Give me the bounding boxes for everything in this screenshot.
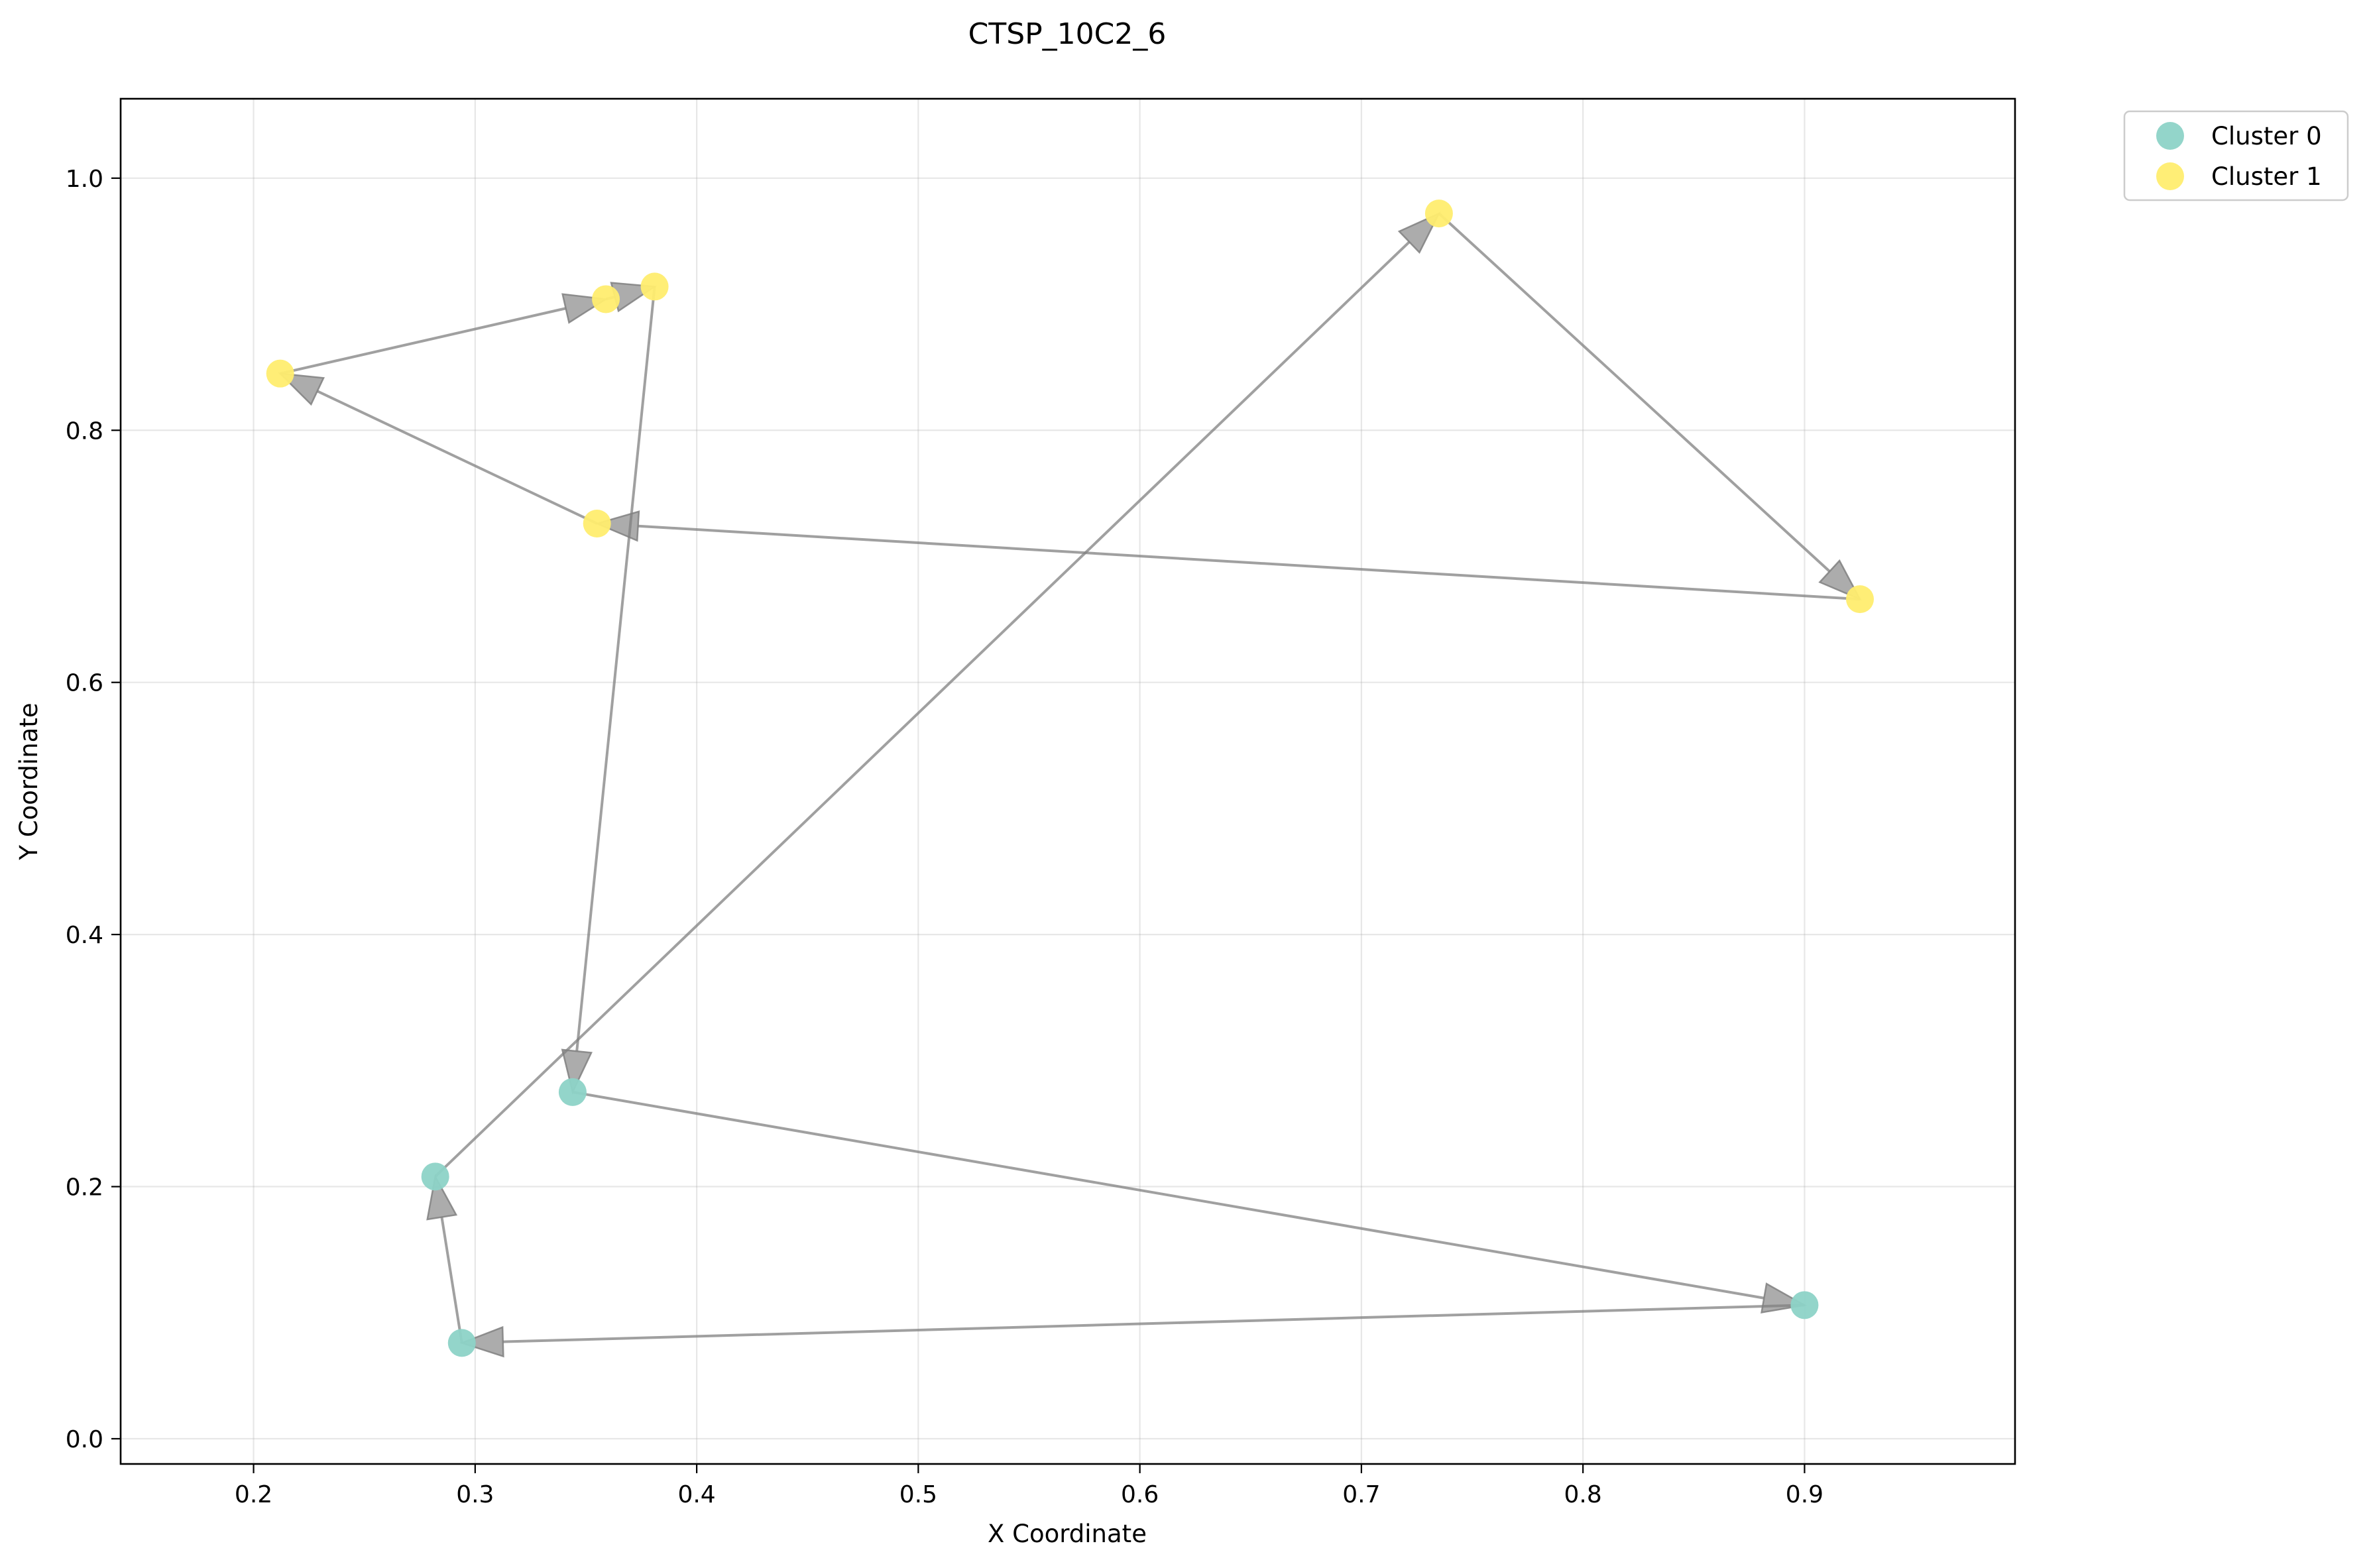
route-arrowhead (561, 1048, 593, 1095)
cluster-1-point (1846, 585, 1875, 614)
legend-marker-cluster-1 (2156, 162, 2184, 190)
data-points (266, 199, 1875, 1357)
cluster-0-point (1790, 1291, 1819, 1319)
x-axis-ticks: 0.2 0.3 0.4 0.5 0.6 0.7 0.8 0.9 (235, 1464, 1823, 1508)
cluster-1-point (1424, 199, 1453, 228)
route-segment (1438, 212, 1831, 573)
route-segment (434, 241, 1411, 1178)
route-segment (440, 1217, 463, 1343)
y-tick-label: 0.6 (66, 670, 103, 697)
cluster-0-point (558, 1078, 587, 1106)
y-axis-title: Y Coordinate (15, 702, 43, 860)
cluster-1-point (592, 285, 620, 313)
route-arrowhead (459, 1325, 504, 1358)
y-tick-label: 0.0 (66, 1426, 103, 1453)
y-tick-label: 0.2 (66, 1174, 103, 1202)
x-tick-label: 0.7 (1342, 1481, 1380, 1508)
route-segment (575, 286, 656, 1052)
x-tick-label: 0.6 (1121, 1481, 1159, 1508)
cluster-0-point (447, 1329, 476, 1357)
cluster-1-point (583, 510, 611, 538)
x-tick-label: 0.4 (677, 1481, 715, 1508)
route-segment (502, 1304, 1805, 1343)
x-tick-label: 0.2 (235, 1481, 272, 1508)
route-segment (572, 1090, 1764, 1300)
x-tick-label: 0.8 (1564, 1481, 1602, 1508)
y-tick-label: 0.8 (66, 418, 103, 445)
cluster-1-point (266, 359, 294, 388)
y-axis-ticks: 0.0 0.2 0.4 0.6 0.8 1.0 (66, 166, 121, 1453)
y-tick-label: 1.0 (66, 166, 103, 193)
x-tick-label: 0.3 (456, 1481, 494, 1508)
legend-marker-cluster-0 (2156, 122, 2184, 150)
x-tick-label: 0.5 (899, 1481, 937, 1508)
grid-lines (121, 99, 2015, 1464)
legend-label-cluster-1: Cluster 1 (2211, 162, 2322, 191)
cluster-0-point (421, 1162, 449, 1191)
route-segment (316, 390, 598, 525)
plot-area-frame (119, 97, 2016, 1465)
route-segment (638, 524, 1861, 601)
chart-title: CTSP_10C2_6 (968, 17, 1167, 51)
legend-label-cluster-0: Cluster 0 (2211, 122, 2322, 150)
y-tick-label: 0.4 (66, 922, 103, 949)
cluster-1-point (640, 272, 669, 301)
legend: Cluster 0 Cluster 1 (2123, 110, 2349, 201)
x-tick-label: 0.9 (1786, 1481, 1823, 1508)
route-segment (280, 307, 567, 375)
x-axis-title: X Coordinate (988, 1520, 1147, 1548)
